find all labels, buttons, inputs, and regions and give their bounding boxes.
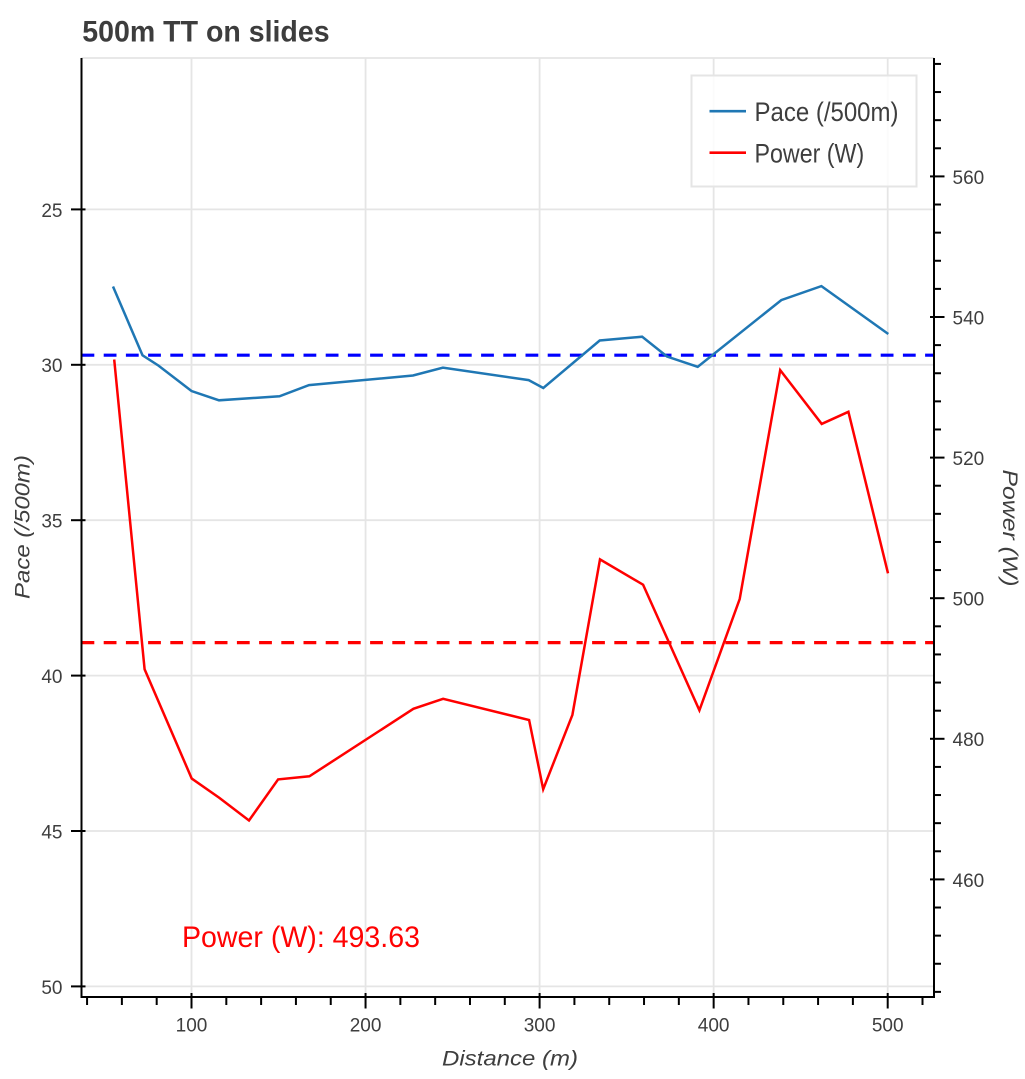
svg-text:480: 480	[953, 730, 985, 751]
svg-text:200: 200	[350, 1016, 382, 1037]
svg-text:460: 460	[953, 871, 985, 892]
svg-text:Pace (/500m): Pace (/500m)	[755, 97, 899, 127]
svg-text:Power (W): 493.63: Power (W): 493.63	[182, 921, 420, 954]
svg-text:Distance (m): Distance (m)	[442, 1047, 578, 1070]
svg-text:500m TT on slides: 500m TT on slides	[82, 15, 329, 48]
svg-text:500: 500	[953, 590, 985, 611]
svg-text:100: 100	[176, 1016, 208, 1037]
svg-text:50: 50	[41, 978, 62, 999]
svg-text:300: 300	[524, 1016, 556, 1037]
svg-text:540: 540	[953, 308, 985, 329]
svg-text:30: 30	[41, 356, 62, 377]
svg-text:520: 520	[953, 449, 985, 470]
svg-text:400: 400	[698, 1016, 730, 1037]
svg-text:45: 45	[41, 822, 62, 843]
svg-text:Power (W): Power (W)	[755, 138, 865, 168]
svg-text:500: 500	[872, 1016, 904, 1037]
svg-text:560: 560	[953, 168, 985, 189]
svg-text:Power (W): Power (W)	[998, 470, 1021, 587]
svg-text:35: 35	[41, 512, 62, 533]
svg-text:40: 40	[41, 667, 62, 688]
svg-text:Pace (/500m): Pace (/500m)	[12, 455, 35, 599]
svg-text:25: 25	[41, 201, 62, 222]
